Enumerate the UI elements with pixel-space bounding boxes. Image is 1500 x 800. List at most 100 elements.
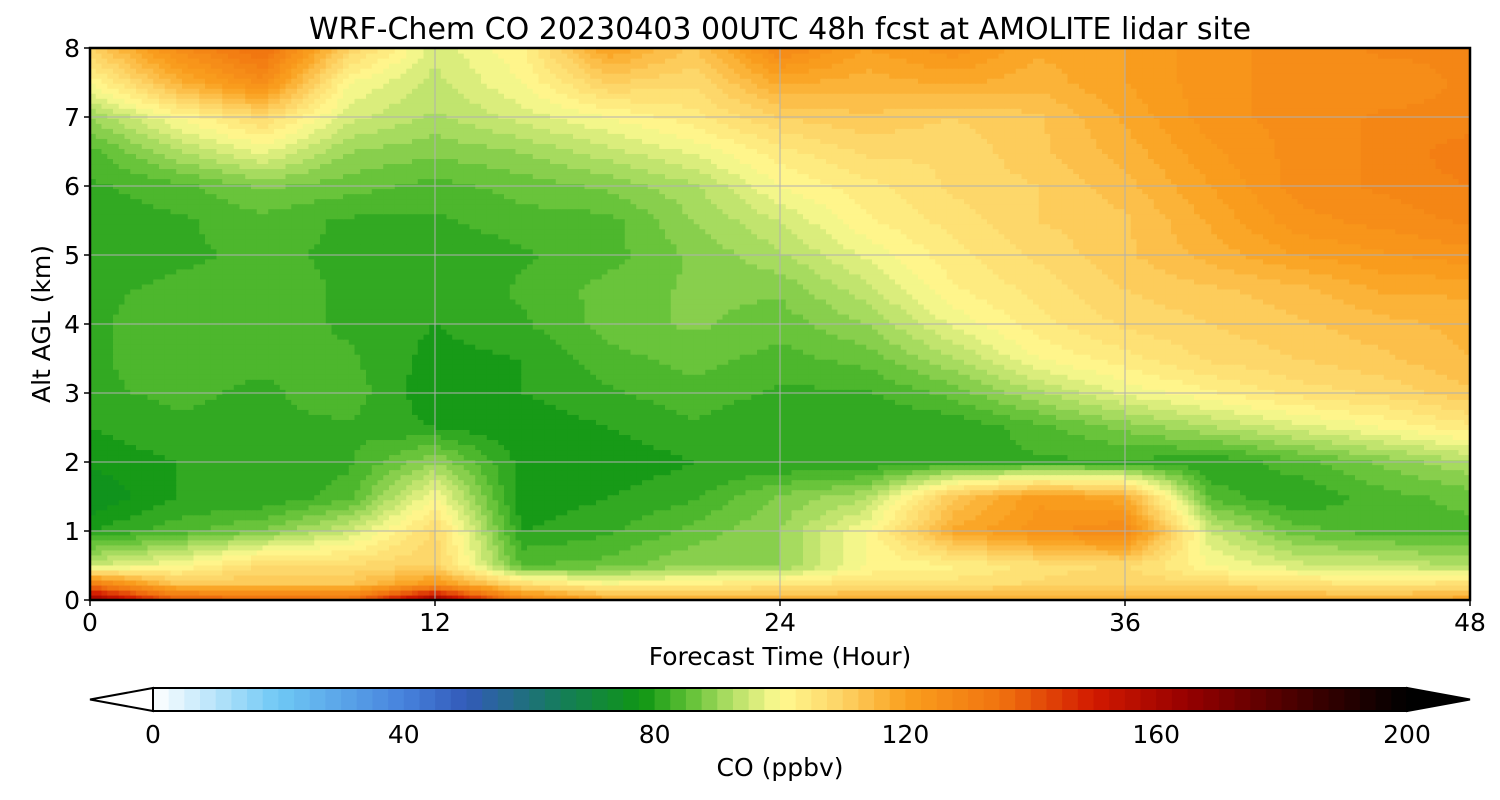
heat-cell bbox=[952, 549, 959, 556]
heat-cell bbox=[320, 509, 327, 516]
heat-cell bbox=[1326, 584, 1333, 591]
heat-cell bbox=[1176, 594, 1184, 601]
heat-cell bbox=[118, 524, 126, 531]
heat-cell bbox=[1102, 564, 1109, 571]
heat-cell bbox=[1182, 584, 1189, 591]
heat-cell bbox=[757, 569, 764, 576]
heat-cell bbox=[969, 524, 977, 531]
heat-cell bbox=[147, 494, 154, 501]
heat-cell bbox=[1211, 504, 1218, 511]
heat-cell bbox=[1280, 524, 1287, 531]
heat-cell bbox=[550, 584, 557, 591]
heat-cell bbox=[630, 564, 637, 571]
heat-cell bbox=[308, 514, 315, 521]
heat-cell bbox=[1021, 569, 1028, 576]
heat-cell bbox=[659, 494, 666, 501]
heat-cell bbox=[837, 539, 844, 546]
heat-cell bbox=[561, 544, 568, 551]
heat-cell bbox=[291, 534, 298, 541]
heat-cell bbox=[210, 524, 218, 531]
heat-cell bbox=[964, 504, 971, 511]
heat-cell bbox=[1033, 529, 1040, 536]
heat-cell bbox=[780, 574, 787, 581]
heat-cell bbox=[320, 504, 327, 511]
heat-cell bbox=[964, 499, 971, 506]
heat-cell bbox=[446, 574, 453, 581]
heat-cell bbox=[1090, 549, 1097, 556]
heat-cell bbox=[613, 564, 620, 571]
heat-cell bbox=[797, 534, 804, 541]
heat-cell bbox=[757, 524, 764, 531]
heat-cell bbox=[1056, 579, 1063, 586]
heat-cell bbox=[1182, 569, 1189, 576]
heat-cell bbox=[670, 514, 678, 521]
heat-cell bbox=[182, 509, 189, 516]
heat-cell bbox=[492, 524, 499, 531]
heat-cell bbox=[1079, 564, 1086, 571]
heat-cell bbox=[584, 549, 591, 556]
heat-cell bbox=[1148, 584, 1155, 591]
heat-cell bbox=[1291, 544, 1299, 551]
heat-cell bbox=[1251, 549, 1258, 556]
heat-cell bbox=[515, 579, 522, 586]
heat-cell bbox=[1372, 529, 1379, 536]
heat-cell bbox=[245, 544, 252, 551]
heat-cell bbox=[1199, 569, 1207, 576]
heat-cell bbox=[458, 529, 465, 536]
heat-cell bbox=[532, 559, 540, 566]
heat-cell bbox=[383, 569, 390, 576]
heat-cell bbox=[256, 509, 264, 516]
heat-cell bbox=[1228, 504, 1235, 511]
heat-cell bbox=[1073, 589, 1080, 596]
heat-cell bbox=[147, 589, 154, 596]
heat-cell bbox=[791, 494, 798, 501]
heat-cell bbox=[1188, 539, 1195, 546]
heat-cell bbox=[1153, 594, 1161, 601]
heat-cell bbox=[1401, 534, 1408, 541]
heat-cell bbox=[1015, 509, 1023, 516]
heat-cell bbox=[527, 579, 534, 586]
heat-cell bbox=[153, 594, 160, 601]
heat-cell bbox=[193, 494, 200, 501]
heat-cell bbox=[481, 514, 488, 521]
heat-cell bbox=[1073, 594, 1080, 601]
heat-cell bbox=[613, 504, 620, 511]
heat-cell bbox=[854, 574, 862, 581]
heat-cell bbox=[371, 539, 379, 546]
heat-cell bbox=[745, 584, 752, 591]
heat-cell bbox=[998, 579, 1005, 586]
heat-cell bbox=[739, 549, 747, 556]
heat-cell bbox=[176, 579, 183, 586]
heat-cell bbox=[820, 539, 827, 546]
heat-cell bbox=[826, 574, 833, 581]
heat-cell bbox=[906, 579, 913, 586]
heat-cell bbox=[475, 534, 482, 541]
heat-cell bbox=[1165, 514, 1172, 521]
heat-cell bbox=[1401, 549, 1408, 556]
heat-cell bbox=[1257, 524, 1264, 531]
heat-cell bbox=[1021, 584, 1028, 591]
heat-cell bbox=[1332, 559, 1339, 566]
heat-cell bbox=[1447, 564, 1454, 571]
heat-cell bbox=[1010, 594, 1017, 601]
heat-cell bbox=[1349, 559, 1356, 566]
heat-cell bbox=[1343, 534, 1350, 541]
heat-cell bbox=[1268, 559, 1276, 566]
heat-cell bbox=[90, 524, 97, 531]
heat-cell bbox=[1079, 559, 1086, 566]
heat-cell bbox=[417, 584, 425, 591]
heat-cell bbox=[532, 539, 540, 546]
heat-cell bbox=[843, 594, 850, 601]
heat-cell bbox=[1188, 524, 1195, 531]
heat-cell bbox=[1280, 514, 1287, 521]
heat-cell bbox=[210, 504, 218, 511]
heat-cell bbox=[1044, 589, 1051, 596]
heat-cell bbox=[1171, 494, 1178, 501]
heat-cell bbox=[860, 559, 867, 566]
heat-cell bbox=[337, 544, 344, 551]
heat-cell bbox=[555, 534, 563, 541]
heat-cell bbox=[486, 534, 494, 541]
heat-cell bbox=[578, 549, 586, 556]
heat-cell bbox=[1360, 549, 1368, 556]
heat-cell bbox=[837, 584, 844, 591]
